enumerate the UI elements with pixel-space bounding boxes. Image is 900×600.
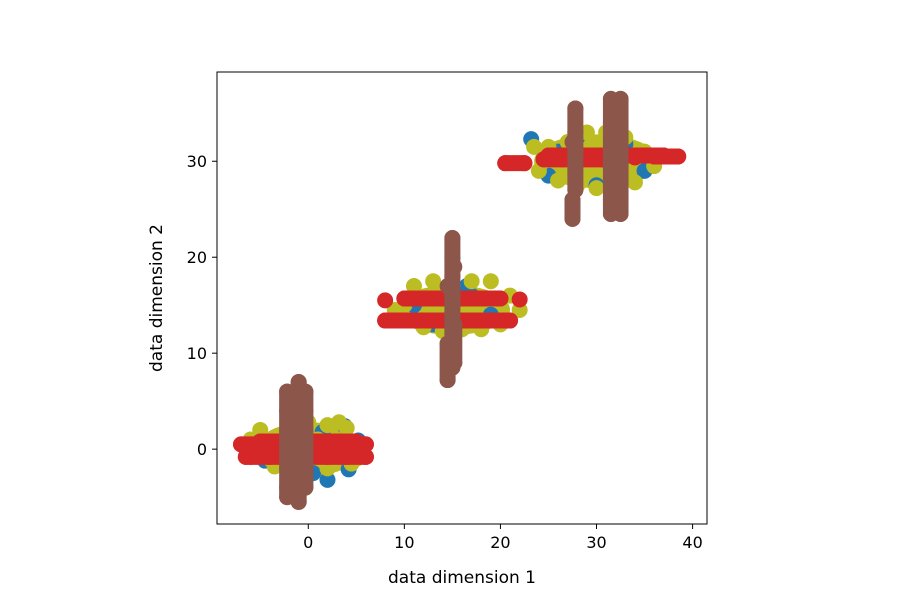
data-point [588,180,605,197]
data-point [567,100,584,117]
data-point [540,147,557,164]
y-tick-label: 20 [187,248,207,267]
data-point [526,138,543,155]
data-point [497,155,514,172]
data-point [612,191,629,208]
x-tick-label: 0 [303,533,313,552]
data-point [357,448,374,465]
data-point [279,383,296,400]
data-point [279,402,296,419]
data-point [279,460,296,477]
data-point [415,312,432,329]
data-point [377,312,394,329]
data-point [297,421,314,438]
data-point [564,210,581,227]
data-point [396,290,413,307]
series-4 [279,90,629,510]
data-point [446,354,463,371]
data-point [670,148,687,165]
data-point [319,448,336,465]
data-point [446,258,463,275]
data-point [439,335,456,352]
data-point [655,147,672,164]
x-tick-label: 20 [490,533,510,552]
x-axis: 0 10 20 30 40 [303,524,703,552]
data-point [439,372,456,389]
data-point [473,290,490,307]
x-tick-label: 30 [586,533,606,552]
data-point [233,436,250,453]
data-point [425,273,442,290]
data-point [444,230,461,247]
data-point [297,479,314,496]
data-point [290,493,307,510]
data-point [612,90,629,107]
x-axis-label: data dimension 1 [388,568,536,588]
data-point [297,402,314,419]
data-point [564,134,581,151]
data-point [331,414,348,431]
data-point [405,278,422,295]
data-point [297,460,314,477]
y-tick-label: 0 [197,440,207,459]
data-point [446,316,463,333]
y-tick-label: 30 [187,152,207,171]
data-point [612,114,629,131]
data-point [319,471,336,488]
data-point [511,291,528,308]
data-point [297,441,314,458]
plot-frame [216,71,708,525]
data-point [279,421,296,438]
data-point [612,172,629,189]
data-point [612,153,629,170]
data-point [636,147,653,164]
data-point [612,206,629,223]
plot-area [233,90,687,510]
data-point [516,155,533,172]
x-tick-label: 40 [682,533,702,552]
y-axis: 0 10 20 30 [187,152,217,459]
data-point [567,162,584,179]
data-point [329,433,346,450]
data-point [377,292,394,309]
data-point [564,191,581,208]
data-point [463,273,480,290]
data-point [348,433,365,450]
y-axis-label: data dimension 2 [147,224,167,372]
data-point [502,312,519,329]
data-point [396,312,413,329]
data-point [626,174,643,191]
data-point [473,312,490,329]
y-tick-label: 10 [187,344,207,363]
data-point [338,448,355,465]
x-tick-label: 10 [394,533,414,552]
data-point [492,290,509,307]
data-point [415,290,432,307]
data-point [242,448,259,465]
data-point [252,433,269,450]
data-point [612,134,629,151]
data-point [439,278,456,295]
data-point [261,448,278,465]
data-point [297,383,314,400]
data-point [550,172,567,189]
data-point [309,433,326,450]
data-point [482,273,499,290]
data-point [279,441,296,458]
